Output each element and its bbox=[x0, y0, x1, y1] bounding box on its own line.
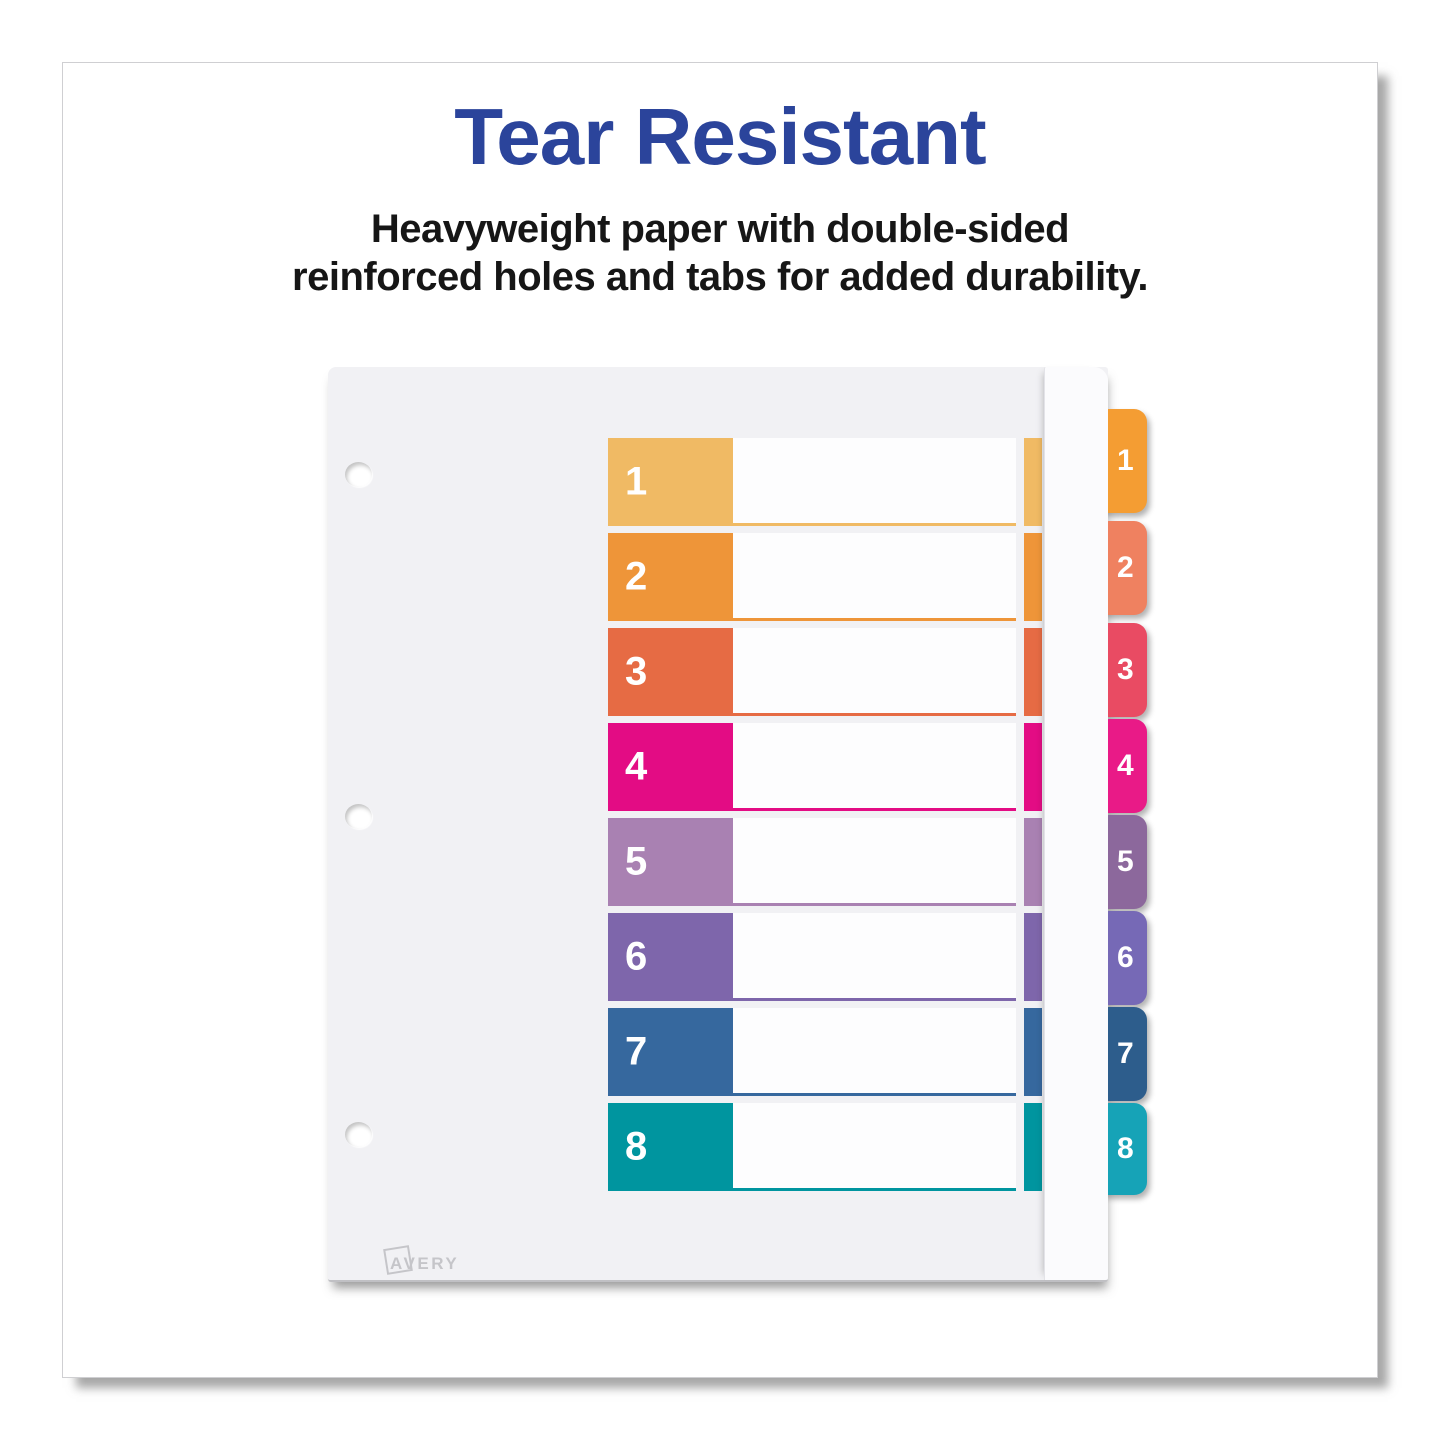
toc-row-color-block: 3 bbox=[608, 628, 733, 716]
toc-row-write-in-area bbox=[733, 818, 1016, 906]
toc-row: 8 bbox=[608, 1103, 1042, 1191]
toc-row: 7 bbox=[608, 1008, 1042, 1096]
toc-row-color-block: 6 bbox=[608, 913, 733, 1001]
toc-row-edge-strip bbox=[1024, 818, 1042, 906]
index-tab-number: 1 bbox=[1116, 444, 1134, 477]
divider-sheet: 1 2 3 4 5 6 7 8 AVERY bbox=[328, 367, 1108, 1282]
index-tab: 1 bbox=[1101, 409, 1147, 513]
toc-row: 4 bbox=[608, 723, 1042, 811]
toc-row-write-in-area bbox=[733, 1008, 1016, 1096]
toc-row-color-block: 8 bbox=[608, 1103, 733, 1191]
index-tab-number: 8 bbox=[1116, 1132, 1134, 1165]
toc-row-write-in-area bbox=[733, 438, 1016, 526]
index-tab-number: 6 bbox=[1116, 941, 1134, 974]
index-tab-number: 5 bbox=[1116, 845, 1134, 878]
index-tabs: 1 2 3 4 5 6 7 8 bbox=[63, 63, 1377, 1377]
toc-row-edge-strip bbox=[1024, 723, 1042, 811]
toc-row-number: 2 bbox=[625, 554, 648, 599]
toc-row: 2 bbox=[608, 533, 1042, 621]
toc-row-color-block: 1 bbox=[608, 438, 733, 526]
subheadline-line-2: reinforced holes and tabs for added dura… bbox=[292, 255, 1148, 299]
avery-logo: AVERY bbox=[383, 1245, 470, 1285]
subheadline: Heavyweight paper with double-sided reinf… bbox=[63, 205, 1377, 301]
toc-row-number: 8 bbox=[625, 1124, 648, 1169]
toc-row-edge-strip bbox=[1024, 533, 1042, 621]
toc-row-color-block: 5 bbox=[608, 818, 733, 906]
index-tab-number: 7 bbox=[1116, 1037, 1134, 1070]
toc-row-number: 3 bbox=[625, 649, 648, 694]
toc-row-edge-strip bbox=[1024, 628, 1042, 716]
punch-hole-top bbox=[345, 462, 372, 487]
toc-row-edge-strip bbox=[1024, 438, 1042, 526]
toc-rows: 1 2 3 4 5 6 7 8 bbox=[328, 367, 1108, 1280]
punch-hole-middle bbox=[345, 804, 372, 829]
binder-edge-strip bbox=[1044, 367, 1108, 1280]
toc-row-number: 5 bbox=[625, 839, 648, 884]
index-tab-number: 2 bbox=[1116, 551, 1134, 584]
toc-row-color-block: 7 bbox=[608, 1008, 733, 1096]
headline: Tear Resistant bbox=[454, 92, 986, 181]
product-card: Tear Resistant Heavyweight paper with do… bbox=[62, 62, 1378, 1378]
toc-row-number: 4 bbox=[625, 744, 648, 789]
index-tab-number: 4 bbox=[1116, 749, 1134, 782]
avery-logo-text: AVERY bbox=[390, 1254, 460, 1273]
index-tab: 7 bbox=[1101, 1007, 1147, 1101]
index-tab: 8 bbox=[1101, 1103, 1147, 1195]
toc-row: 1 bbox=[608, 438, 1042, 526]
index-tab: 6 bbox=[1101, 911, 1147, 1005]
toc-row-write-in-area bbox=[733, 913, 1016, 1001]
index-tab: 5 bbox=[1101, 815, 1147, 909]
index-tab-number: 3 bbox=[1116, 653, 1134, 686]
toc-row-edge-strip bbox=[1024, 1103, 1042, 1191]
toc-row-edge-strip bbox=[1024, 1008, 1042, 1096]
toc-row-color-block: 4 bbox=[608, 723, 733, 811]
toc-row: 3 bbox=[608, 628, 1042, 716]
toc-row-write-in-area bbox=[733, 1103, 1016, 1191]
toc-row: 5 bbox=[608, 818, 1042, 906]
index-tab: 2 bbox=[1101, 521, 1147, 615]
toc-row-write-in-area bbox=[733, 628, 1016, 716]
toc-row-number: 7 bbox=[625, 1029, 648, 1074]
toc-row-color-block: 2 bbox=[608, 533, 733, 621]
toc-row-number: 1 bbox=[625, 459, 648, 504]
punch-hole-bottom bbox=[345, 1122, 372, 1147]
subheadline-line-1: Heavyweight paper with double-sided bbox=[370, 207, 1070, 251]
toc-row-write-in-area bbox=[733, 723, 1016, 811]
index-tab: 3 bbox=[1101, 623, 1147, 717]
toc-row-write-in-area bbox=[733, 533, 1016, 621]
toc-row-number: 6 bbox=[625, 934, 648, 979]
index-tab: 4 bbox=[1101, 719, 1147, 813]
toc-row-edge-strip bbox=[1024, 913, 1042, 1001]
toc-row: 6 bbox=[608, 913, 1042, 1001]
